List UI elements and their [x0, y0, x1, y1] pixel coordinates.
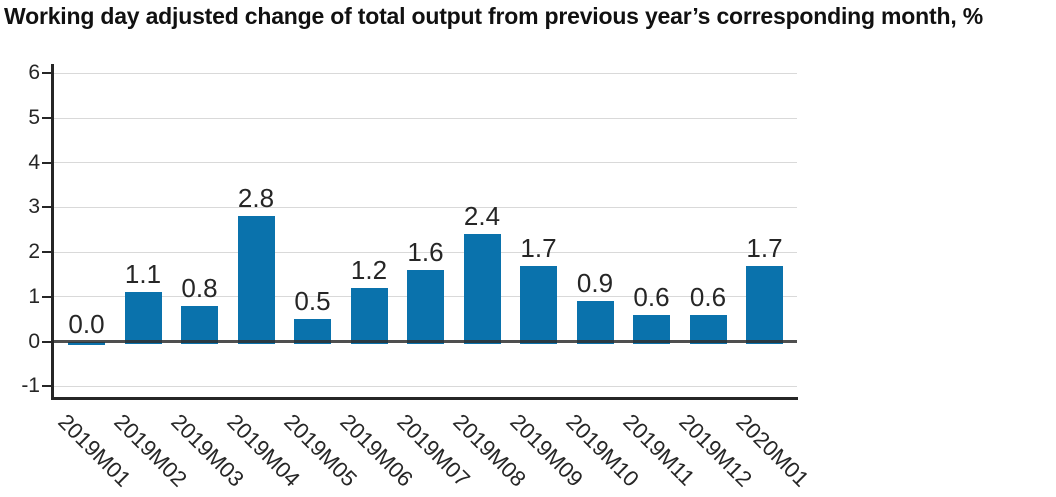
gridline — [54, 117, 797, 119]
y-axis-tick — [42, 295, 51, 298]
gridline — [54, 72, 797, 74]
bar-value-label: 1.7 — [746, 232, 783, 263]
y-tick-label: 2 — [28, 240, 40, 264]
bar — [181, 305, 218, 345]
zero-baseline — [54, 340, 797, 343]
y-tick-label: 6 — [28, 61, 40, 85]
y-tick-label: 5 — [28, 106, 40, 130]
bar-value-label: 1.1 — [124, 259, 162, 290]
bar-value-label: 1.2 — [350, 254, 388, 285]
x-axis-line — [51, 397, 798, 400]
y-tick-label: 4 — [28, 150, 40, 174]
bar — [407, 270, 444, 345]
bar — [520, 265, 557, 345]
bar-value-label: 1.6 — [407, 237, 444, 268]
gridline — [54, 385, 797, 387]
y-axis-tick — [42, 117, 51, 120]
bar-value-label: 0.0 — [68, 308, 105, 339]
bar — [68, 341, 105, 345]
bar-value-label: 2.4 — [463, 201, 501, 232]
gridline — [54, 251, 797, 253]
y-tick-label: 1 — [28, 284, 40, 308]
gridline — [54, 206, 797, 208]
y-axis-tick — [42, 251, 51, 254]
y-axis-tick — [42, 385, 51, 388]
bar — [576, 301, 614, 345]
gridline — [54, 162, 797, 164]
bar-value-label: 2.8 — [237, 183, 275, 214]
bar — [463, 234, 501, 345]
bar — [124, 292, 162, 345]
y-tick-label: -1 — [21, 374, 40, 398]
bar-value-label: 0.5 — [294, 286, 331, 317]
bar-value-label: 0.6 — [633, 281, 670, 312]
bar — [350, 287, 388, 345]
bar — [633, 314, 670, 345]
bar-value-label: 1.7 — [520, 232, 557, 263]
y-axis-line — [51, 64, 54, 400]
y-axis-tick — [42, 72, 51, 75]
y-tick-label: 0 — [28, 329, 40, 353]
y-axis-tick — [42, 340, 51, 343]
bar-value-label: 0.8 — [181, 272, 218, 303]
bar — [237, 216, 275, 345]
y-axis-tick — [42, 161, 51, 164]
chart-title: Working day adjusted change of total out… — [4, 3, 983, 29]
y-tick-label: 3 — [28, 195, 40, 219]
y-axis-tick — [42, 206, 51, 209]
bar — [689, 314, 727, 345]
bar-value-label: 0.9 — [576, 268, 614, 299]
bar — [746, 265, 783, 345]
bar-value-label: 0.6 — [689, 281, 727, 312]
